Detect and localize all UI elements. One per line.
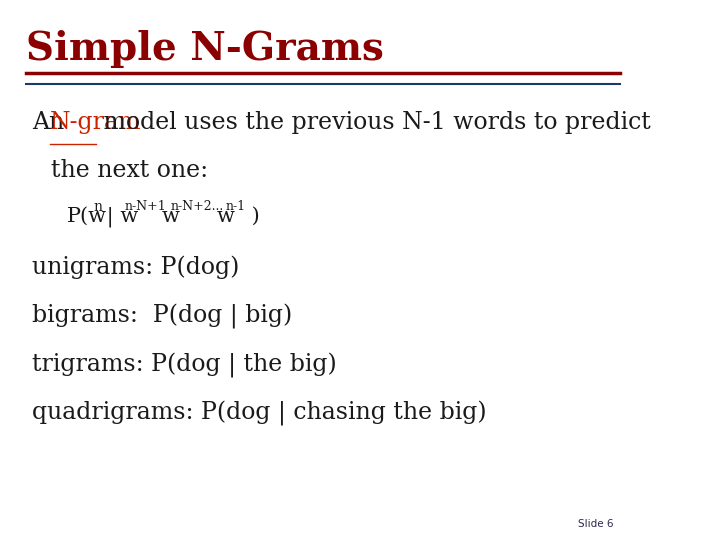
- Text: ): ): [245, 207, 260, 226]
- Text: w: w: [162, 207, 180, 226]
- Text: P(w: P(w: [67, 207, 107, 226]
- Text: w: w: [216, 207, 234, 226]
- Text: unigrams: P(dog): unigrams: P(dog): [32, 255, 239, 279]
- Text: Simple N-Grams: Simple N-Grams: [26, 30, 384, 68]
- Text: model uses the previous N-1 words to predict: model uses the previous N-1 words to pre…: [96, 111, 651, 134]
- Text: n-N+2...: n-N+2...: [171, 200, 224, 213]
- Text: n-1: n-1: [225, 200, 246, 213]
- Text: N-gram: N-gram: [50, 111, 141, 134]
- Text: | w: | w: [100, 207, 138, 227]
- Text: the next one:: the next one:: [51, 159, 208, 183]
- Text: An: An: [32, 111, 72, 134]
- Text: trigrams: P(dog | the big): trigrams: P(dog | the big): [32, 353, 337, 377]
- Text: n-N+1: n-N+1: [125, 200, 166, 213]
- Text: n: n: [94, 200, 102, 214]
- Text: bigrams:  P(dog | big): bigrams: P(dog | big): [32, 304, 292, 329]
- Text: Slide 6: Slide 6: [578, 519, 614, 529]
- Text: quadrigrams: P(dog | chasing the big): quadrigrams: P(dog | chasing the big): [32, 401, 487, 426]
